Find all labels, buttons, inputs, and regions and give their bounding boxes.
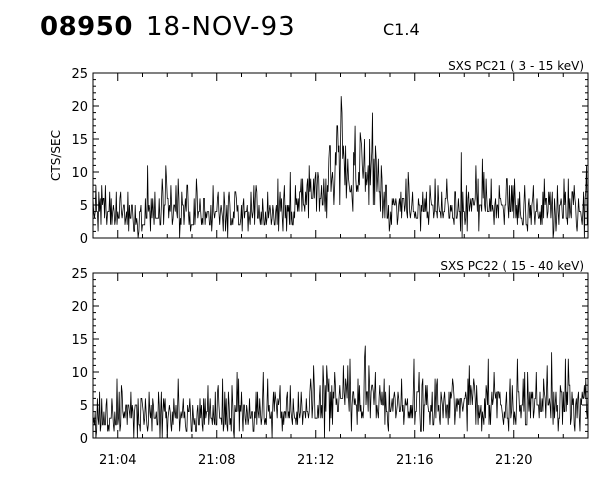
- panel-1-title: SXS PC21 ( 3 - 15 keV): [448, 59, 584, 73]
- y-tick-label: 15: [71, 133, 88, 148]
- series-trace-2: [92, 345, 589, 439]
- series-trace-1: [92, 96, 589, 239]
- y-tick-label: 20: [71, 100, 88, 115]
- y-tick-label: 15: [71, 333, 88, 348]
- y-tick-label: 25: [71, 67, 88, 82]
- event-date: 18-NOV-93: [146, 12, 296, 42]
- flare-class: C1.4: [383, 20, 420, 39]
- y-tick-label: 20: [71, 300, 88, 315]
- y-tick-label: 0: [80, 232, 88, 247]
- y-tick-label: 25: [71, 267, 88, 282]
- y-tick-label: 5: [80, 399, 88, 414]
- x-tick-label: 21:20: [495, 453, 532, 468]
- x-tick-label: 21:12: [297, 453, 334, 468]
- y-tick-label: 5: [80, 199, 88, 214]
- panel-2-title: SXS PC22 ( 15 - 40 keV): [440, 259, 584, 273]
- y-axis-label: CTS/SEC: [49, 130, 63, 181]
- panel-2-frame: [92, 272, 589, 439]
- y-tick-label: 10: [71, 166, 88, 181]
- x-tick-label: 21:04: [99, 453, 136, 468]
- y-tick-label: 0: [80, 432, 88, 447]
- y-tick-label: 10: [71, 366, 88, 381]
- event-id: 08950: [40, 12, 133, 42]
- x-tick-label: 21:16: [396, 453, 433, 468]
- x-tick-label: 21:08: [198, 453, 235, 468]
